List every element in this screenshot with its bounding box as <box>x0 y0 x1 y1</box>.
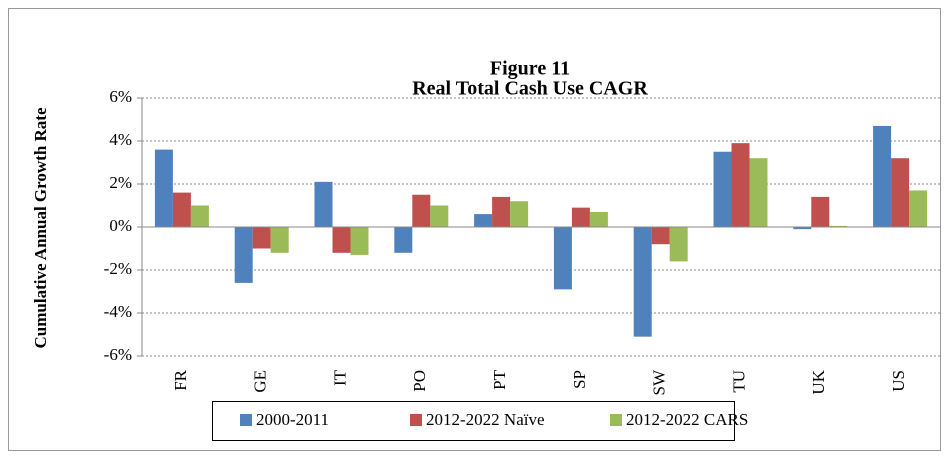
y-tick-label: 2% <box>109 173 132 192</box>
x-tick-label: FR <box>171 369 190 390</box>
bar <box>350 227 369 255</box>
bar <box>909 190 928 227</box>
bar <box>270 227 289 253</box>
bar <box>172 192 191 227</box>
x-tick-label: PO <box>410 370 429 392</box>
bar <box>891 158 910 227</box>
y-tick-label: -4% <box>104 302 132 321</box>
legend-label: 2000-2011 <box>256 410 329 429</box>
legend-label: 2012-2022 CARS <box>626 410 748 429</box>
y-tick-label: -6% <box>104 345 132 364</box>
x-tick-label: GE <box>251 370 270 393</box>
bar <box>332 227 351 253</box>
bar <box>651 227 670 245</box>
y-axis-label: Cumulative Annual Growth Rate <box>31 107 50 348</box>
bar <box>793 227 812 230</box>
legend-swatch <box>240 414 252 426</box>
bar <box>474 214 493 227</box>
bar <box>589 211 608 227</box>
x-tick-label: PT <box>490 369 509 389</box>
bar <box>713 151 732 227</box>
bar <box>669 227 688 262</box>
bar <box>412 194 431 227</box>
bar <box>829 225 848 227</box>
chart-title: Figure 11 <box>490 58 570 80</box>
bar <box>394 227 413 253</box>
bar <box>252 227 271 249</box>
y-tick-label: 0% <box>109 216 132 235</box>
bar <box>190 205 209 227</box>
y-tick-label: 4% <box>109 130 132 149</box>
x-tick-label: UK <box>809 369 828 394</box>
bar <box>749 158 768 227</box>
bar <box>234 227 253 283</box>
bar <box>510 201 529 227</box>
bar <box>633 227 652 337</box>
bar <box>154 149 173 227</box>
bar <box>731 143 750 227</box>
legend-box <box>212 401 735 441</box>
legend-swatch <box>410 414 422 426</box>
x-tick-label: SP <box>570 370 589 389</box>
legend-swatch <box>610 414 622 426</box>
y-tick-label: -2% <box>104 259 132 278</box>
chart-subtitle: Real Total Cash Use CAGR <box>412 78 648 100</box>
y-tick-label: 6% <box>109 87 132 106</box>
bar <box>811 196 830 227</box>
bar <box>430 205 449 227</box>
bar <box>314 181 333 227</box>
bar <box>492 196 511 227</box>
bar <box>571 207 590 227</box>
x-tick-label: TU <box>729 370 748 393</box>
x-tick-label: US <box>889 370 908 392</box>
x-tick-label: IT <box>330 369 349 386</box>
chart-frame <box>8 8 941 451</box>
legend-label: 2012-2022 Naïve <box>426 410 545 429</box>
bar <box>553 227 572 290</box>
bar <box>873 125 892 227</box>
x-tick-label: SW <box>650 369 669 395</box>
